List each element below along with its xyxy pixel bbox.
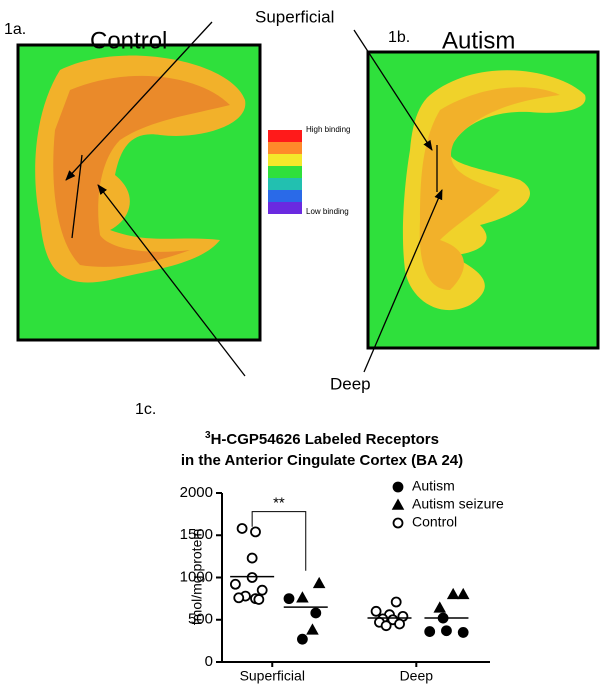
chart-subtitle: in the Anterior Cingulate Cortex (BA 24) [181,452,463,469]
x-tick-label: Superficial [240,668,305,684]
point [283,593,295,605]
point [310,607,322,619]
legend-label: Autism [412,478,455,494]
legend-marker [392,517,404,529]
point [229,578,241,590]
point [424,626,436,637]
panel-title: Control [90,27,167,54]
legend-label: Autism seizure [412,496,504,512]
point [446,587,460,600]
y-tick-label: 1000 [180,568,213,585]
deep-label: Deep [330,374,371,393]
significance-bracket [251,511,307,571]
point [296,591,309,603]
point [306,623,319,635]
point [441,625,452,637]
point [233,592,245,604]
point [457,627,469,638]
chart-title: 3H-CGP54626 Labeled Receptors [205,430,439,448]
point [256,584,268,596]
y-tick-label: 0 [205,653,213,670]
point [370,605,382,617]
plot: 0 500 1000 1500 2000 Superficial Deep Autism Aut… [180,478,504,684]
control-image [16,43,262,342]
low-binding-label: Low binding [306,207,349,216]
point [390,596,402,608]
title-text: H-CGP54626 Labeled Receptors [211,431,439,448]
x-tick-label: Deep [400,668,434,684]
point [296,633,308,645]
point [250,526,261,538]
panel-label: 1c. [135,401,156,418]
significance-label: ** [273,495,285,512]
point [253,594,265,605]
point [246,572,258,583]
y-tick-label: 1500 [180,526,213,543]
y-tick-label: 2000 [180,484,213,501]
legend-marker [391,498,405,510]
title-superscript: 3 [205,430,211,441]
point [312,576,326,589]
panel-title: Autism [442,27,515,54]
panel-label: 1a. [4,21,26,38]
point [380,620,392,632]
superficial-label: Superficial [255,7,334,26]
y-axis-label: fmol/mg protein [189,529,205,625]
y-tick-label: 500 [188,611,213,628]
point [433,601,447,613]
panel-label: 1b. [388,29,410,46]
autism-image [366,50,600,350]
point [456,587,470,600]
point [236,523,248,534]
point [246,552,258,564]
legend-label: Control [412,514,457,530]
color-scale [268,130,302,214]
high-binding-label: High binding [306,125,350,134]
legend-marker [392,481,404,493]
arrows [65,21,443,377]
point [394,618,405,630]
